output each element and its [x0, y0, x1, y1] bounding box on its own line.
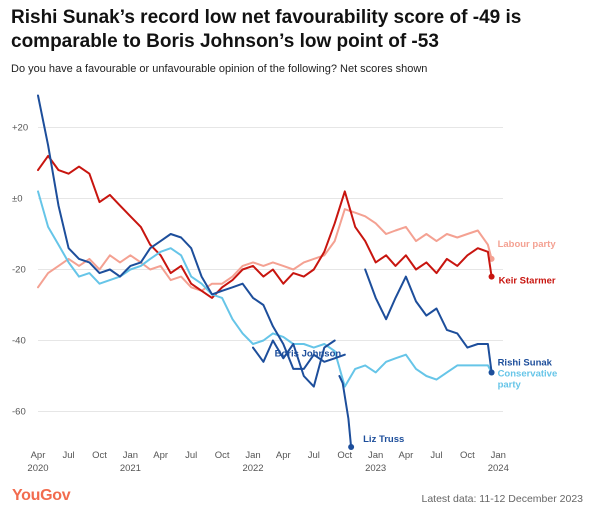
- x-tick-label: Apr: [399, 450, 414, 461]
- y-tick-label: -40: [12, 336, 26, 347]
- x-tick-label: Jul: [308, 450, 320, 461]
- gridlines: [38, 127, 503, 412]
- y-tick-label: -20: [12, 265, 26, 276]
- series-line-rishi-sunak: [364, 268, 493, 374]
- y-axis: +20 ±0 -20 -40 -60: [12, 123, 28, 418]
- x-tick-label: Oct: [460, 450, 475, 461]
- x-tick-label: Jul: [62, 450, 74, 461]
- x-tick-label: Jul: [430, 450, 442, 461]
- series-label-labour-party: Labour party: [498, 239, 557, 250]
- series-label-keir-starmer: Keir Starmer: [499, 276, 556, 287]
- end-point-keir-starmer: [488, 273, 495, 280]
- latest-data-note: Latest data: 11-12 December 2023: [421, 493, 584, 505]
- x-tick-label: Apr: [153, 450, 168, 461]
- series-label-boris-johnson: Boris Johnson: [275, 349, 342, 360]
- series-label-conservative-party: party: [498, 379, 522, 390]
- series-lines: [37, 94, 495, 450]
- x-tick-year-label: 2022: [242, 463, 263, 474]
- end-point-liz-truss: [348, 444, 355, 450]
- series-labels: Labour party Keir Starmer Rishi SunakConse…: [275, 239, 558, 445]
- series-label-conservative-party: Conservative: [498, 368, 558, 379]
- x-tick-year-label: 2024: [488, 463, 509, 474]
- x-tick-label: Jan: [123, 450, 138, 461]
- x-tick-label: Oct: [215, 450, 230, 461]
- end-point-rishi-sunak: [488, 369, 495, 376]
- x-tick-year-label: 2020: [27, 463, 48, 474]
- series-line-rishi-sunak: [37, 94, 346, 370]
- series-label-liz-truss: Liz Truss: [363, 434, 404, 445]
- x-tick-year-label: 2021: [120, 463, 141, 474]
- x-tick-label: Apr: [276, 450, 291, 461]
- series-line-boris-johnson: [252, 339, 336, 388]
- chart-subtitle: Do you have a favourable or unfavourable…: [11, 63, 428, 75]
- series-line-keir-starmer: [37, 154, 493, 299]
- series-line-liz-truss: [338, 375, 353, 448]
- x-tick-label: Apr: [31, 450, 46, 461]
- series-line-labour-party: [37, 208, 493, 292]
- x-tick-label: Jan: [368, 450, 383, 461]
- y-tick-label: -60: [12, 407, 26, 418]
- x-tick-label: Oct: [92, 450, 107, 461]
- x-tick-label: Oct: [337, 450, 352, 461]
- yougov-logo: YouGov: [12, 487, 71, 504]
- y-tick-label: ±0: [12, 194, 23, 205]
- x-tick-year-label: 2023: [365, 463, 386, 474]
- series-line-conservative-party: [37, 190, 493, 388]
- y-tick-label: +20: [12, 123, 28, 134]
- x-tick-label: Jan: [491, 450, 506, 461]
- x-tick-label: Jul: [185, 450, 197, 461]
- chart-title: Rishi Sunak’s record low net favourabili…: [11, 7, 522, 52]
- series-label-rishi-sunak: Rishi Sunak: [498, 357, 553, 368]
- x-axis: Apr 2020 Jul Oct Jan 2021 Apr Jul Oct Jan 2022 Apr J…: [27, 450, 508, 474]
- x-tick-label: Jan: [245, 450, 260, 461]
